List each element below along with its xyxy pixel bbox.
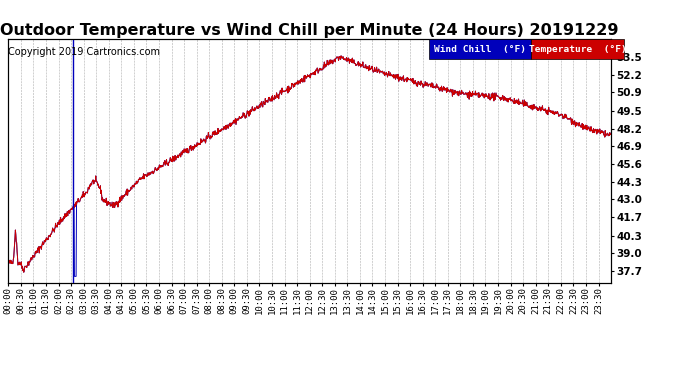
Text: Copyright 2019 Cartronics.com: Copyright 2019 Cartronics.com [8,47,160,57]
Text: Wind Chill  (°F): Wind Chill (°F) [434,45,526,54]
Title: Outdoor Temperature vs Wind Chill per Minute (24 Hours) 20191229: Outdoor Temperature vs Wind Chill per Mi… [0,23,619,38]
Text: Temperature  (°F): Temperature (°F) [529,45,627,54]
